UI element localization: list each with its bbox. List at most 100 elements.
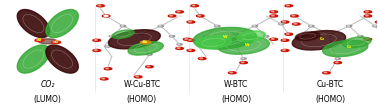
Circle shape [177, 11, 180, 12]
Circle shape [366, 15, 368, 16]
Ellipse shape [193, 27, 256, 49]
Circle shape [105, 46, 111, 47]
Circle shape [240, 62, 247, 64]
Circle shape [37, 39, 40, 40]
Circle shape [297, 35, 303, 37]
Circle shape [281, 49, 289, 51]
Circle shape [200, 58, 203, 59]
Ellipse shape [38, 39, 57, 44]
Circle shape [293, 23, 300, 25]
Text: Cu: Cu [143, 40, 148, 44]
Circle shape [197, 15, 204, 17]
Circle shape [178, 15, 181, 16]
Circle shape [358, 35, 363, 37]
Circle shape [94, 50, 97, 51]
Circle shape [230, 72, 233, 73]
Circle shape [323, 72, 330, 74]
Ellipse shape [292, 31, 345, 50]
Circle shape [366, 11, 368, 12]
Circle shape [136, 76, 138, 77]
Ellipse shape [195, 36, 231, 49]
Circle shape [191, 5, 198, 7]
Ellipse shape [46, 10, 78, 38]
Ellipse shape [237, 31, 265, 42]
Circle shape [241, 58, 246, 59]
Circle shape [346, 25, 352, 27]
Text: (LUMO): (LUMO) [34, 95, 62, 104]
Circle shape [170, 15, 172, 16]
Circle shape [234, 33, 239, 35]
Ellipse shape [218, 37, 270, 54]
Circle shape [287, 33, 289, 34]
Circle shape [328, 33, 333, 35]
Ellipse shape [112, 30, 134, 38]
Text: W: W [223, 35, 227, 39]
Circle shape [35, 39, 44, 41]
Circle shape [283, 21, 285, 22]
Circle shape [335, 58, 341, 59]
Ellipse shape [295, 32, 320, 41]
Circle shape [377, 21, 378, 22]
Text: CO₂: CO₂ [40, 80, 55, 89]
Circle shape [102, 15, 110, 17]
Ellipse shape [323, 40, 368, 57]
Circle shape [270, 11, 277, 13]
Circle shape [252, 25, 257, 27]
Text: O: O [38, 38, 41, 42]
Circle shape [198, 15, 201, 16]
Circle shape [336, 58, 338, 59]
Circle shape [168, 15, 176, 17]
Circle shape [189, 50, 191, 51]
Circle shape [139, 33, 144, 35]
Circle shape [147, 66, 150, 67]
Circle shape [271, 15, 274, 16]
Circle shape [189, 21, 191, 22]
Text: O: O [54, 40, 58, 44]
Circle shape [285, 5, 293, 7]
Circle shape [104, 15, 108, 16]
Text: (HOMO): (HOMO) [315, 95, 345, 104]
Circle shape [97, 5, 104, 7]
Ellipse shape [17, 10, 50, 38]
Circle shape [187, 49, 195, 51]
Circle shape [51, 41, 60, 44]
Circle shape [281, 21, 289, 23]
Text: (HOMO): (HOMO) [221, 95, 251, 104]
Circle shape [146, 66, 153, 68]
Ellipse shape [46, 45, 78, 73]
Circle shape [101, 78, 108, 80]
Circle shape [198, 58, 206, 60]
Circle shape [177, 48, 180, 49]
Circle shape [324, 72, 327, 73]
Circle shape [135, 76, 142, 78]
Circle shape [104, 15, 107, 16]
Circle shape [336, 62, 338, 63]
Ellipse shape [342, 37, 371, 48]
Circle shape [229, 72, 236, 74]
Circle shape [183, 38, 191, 40]
Circle shape [169, 35, 175, 37]
Circle shape [294, 23, 297, 24]
Circle shape [263, 35, 269, 37]
Circle shape [102, 78, 105, 79]
Circle shape [121, 25, 126, 27]
Circle shape [147, 54, 152, 55]
Circle shape [364, 38, 372, 40]
Circle shape [334, 62, 342, 64]
Circle shape [242, 58, 244, 59]
Circle shape [375, 21, 378, 23]
Circle shape [93, 39, 101, 41]
Ellipse shape [17, 45, 50, 73]
Text: Cu-BTC: Cu-BTC [317, 80, 344, 89]
Circle shape [270, 38, 277, 40]
Circle shape [271, 11, 274, 12]
Circle shape [309, 25, 314, 27]
Circle shape [287, 5, 289, 6]
Circle shape [177, 44, 182, 45]
Circle shape [158, 25, 163, 27]
Circle shape [291, 15, 298, 17]
Circle shape [364, 11, 372, 13]
Circle shape [187, 21, 195, 23]
Circle shape [93, 49, 101, 51]
Circle shape [104, 68, 112, 70]
